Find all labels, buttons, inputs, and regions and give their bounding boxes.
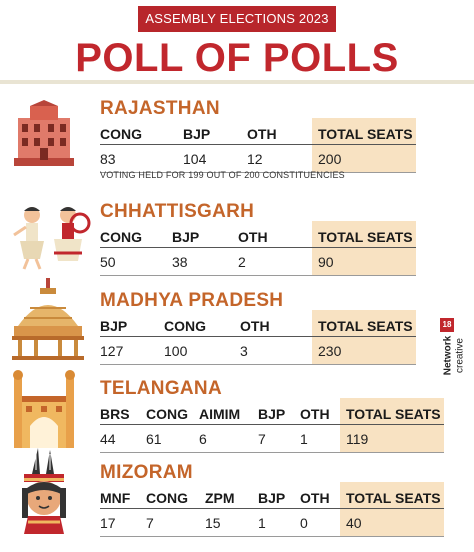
- dancers-icon: [13, 207, 91, 270]
- seat-value: 15: [205, 515, 221, 531]
- row-divider: [100, 172, 416, 173]
- column-header: BJP: [100, 318, 128, 334]
- column-header: CONG: [100, 126, 142, 142]
- state-telangana: TELANGANA BRS CONG AIMIM BJP OTH TOTAL S…: [0, 370, 474, 458]
- column-header: OTH: [300, 406, 330, 422]
- column-header: OTH: [238, 229, 268, 245]
- stupa-icon: [12, 278, 84, 360]
- column-header: OTH: [300, 490, 330, 506]
- brand-logo: 18 Network creative: [436, 318, 466, 382]
- state-name: RAJASTHAN: [100, 98, 220, 119]
- seat-value: 12: [247, 151, 263, 167]
- seat-value: 2: [238, 254, 246, 270]
- seat-value: 200: [318, 151, 342, 167]
- state-chhattisgarh: CHHATTISGARH CONG BJP OTH TOTAL SEATS 50…: [0, 201, 474, 281]
- tribal-headdress-icon: [22, 448, 66, 534]
- state-rajasthan: RAJASTHAN CONG BJP OTH TOTAL SEATS 83 10…: [0, 98, 474, 188]
- column-header: BRS: [100, 406, 130, 422]
- column-header: BJP: [183, 126, 211, 142]
- total-seats-highlight: [312, 118, 416, 172]
- total-seats-highlight: [340, 398, 444, 452]
- column-header: CONG: [164, 318, 206, 334]
- column-header: OTH: [240, 318, 270, 334]
- column-header: TOTAL SEATS: [318, 318, 413, 334]
- state-name: MADHYA PRADESH: [100, 290, 284, 311]
- column-header: CONG: [100, 229, 142, 245]
- column-header: TOTAL SEATS: [318, 126, 413, 142]
- state-name: CHHATTISGARH: [100, 201, 255, 222]
- seat-value: 6: [199, 431, 207, 447]
- seat-value: 0: [300, 515, 308, 531]
- state-name: TELANGANA: [100, 378, 222, 399]
- column-header: OTH: [247, 126, 277, 142]
- header-divider: [100, 144, 416, 145]
- column-header: TOTAL SEATS: [346, 490, 441, 506]
- total-seats-highlight: [340, 482, 444, 536]
- column-header: MNF: [100, 490, 131, 506]
- seat-value: 38: [172, 254, 188, 270]
- header-divider: [100, 247, 416, 248]
- column-header: AIMIM: [199, 406, 241, 422]
- header-divider: [100, 336, 416, 337]
- column-header: ZPM: [205, 490, 235, 506]
- state-madhya-pradesh: MADHYA PRADESH BJP CONG OTH TOTAL SEATS …: [0, 278, 474, 370]
- column-header: BJP: [258, 406, 286, 422]
- state-name: MIZORAM: [100, 462, 193, 483]
- seat-value: 50: [100, 254, 116, 270]
- column-header: CONG: [146, 490, 188, 506]
- seat-value: 7: [258, 431, 266, 447]
- seat-value: 7: [146, 515, 154, 531]
- column-header: CONG: [146, 406, 188, 422]
- total-seats-highlight: [312, 221, 416, 275]
- seat-value: 17: [100, 515, 116, 531]
- seat-value: 61: [146, 431, 162, 447]
- brand-number: 18: [440, 318, 454, 332]
- kicker-banner: ASSEMBLY ELECTIONS 2023: [138, 6, 336, 32]
- row-divider: [100, 364, 416, 365]
- palace-icon: [14, 100, 74, 166]
- seat-value: 44: [100, 431, 116, 447]
- header-divider: [100, 424, 444, 425]
- seat-value: 1: [300, 431, 308, 447]
- footnote: VOTING HELD FOR 199 OUT OF 200 CONSTITUE…: [100, 170, 345, 180]
- row-divider: [100, 452, 444, 453]
- title-divider: [0, 80, 474, 84]
- seat-value: 40: [346, 515, 362, 531]
- seat-value: 3: [240, 343, 248, 359]
- column-header: TOTAL SEATS: [346, 406, 441, 422]
- seat-value: 104: [183, 151, 207, 167]
- column-header: BJP: [258, 490, 286, 506]
- column-header: TOTAL SEATS: [318, 229, 413, 245]
- seat-value: 127: [100, 343, 124, 359]
- charminar-icon: [13, 370, 75, 448]
- seat-value: 1: [258, 515, 266, 531]
- seat-value: 100: [164, 343, 188, 359]
- column-header: BJP: [172, 229, 200, 245]
- row-divider: [100, 536, 444, 537]
- state-mizoram: MIZORAM MNF CONG ZPM BJP OTH TOTAL SEATS…: [0, 448, 474, 542]
- total-seats-highlight: [312, 310, 416, 364]
- seat-value: 90: [318, 254, 334, 270]
- seat-value: 119: [346, 431, 369, 447]
- seat-value: 83: [100, 151, 116, 167]
- page-title: POLL OF POLLS: [75, 36, 399, 80]
- header-divider: [100, 508, 444, 509]
- row-divider: [100, 275, 416, 276]
- brand-name: Network: [442, 335, 454, 376]
- brand-tag: creative: [454, 338, 466, 374]
- seat-value: 230: [318, 343, 342, 359]
